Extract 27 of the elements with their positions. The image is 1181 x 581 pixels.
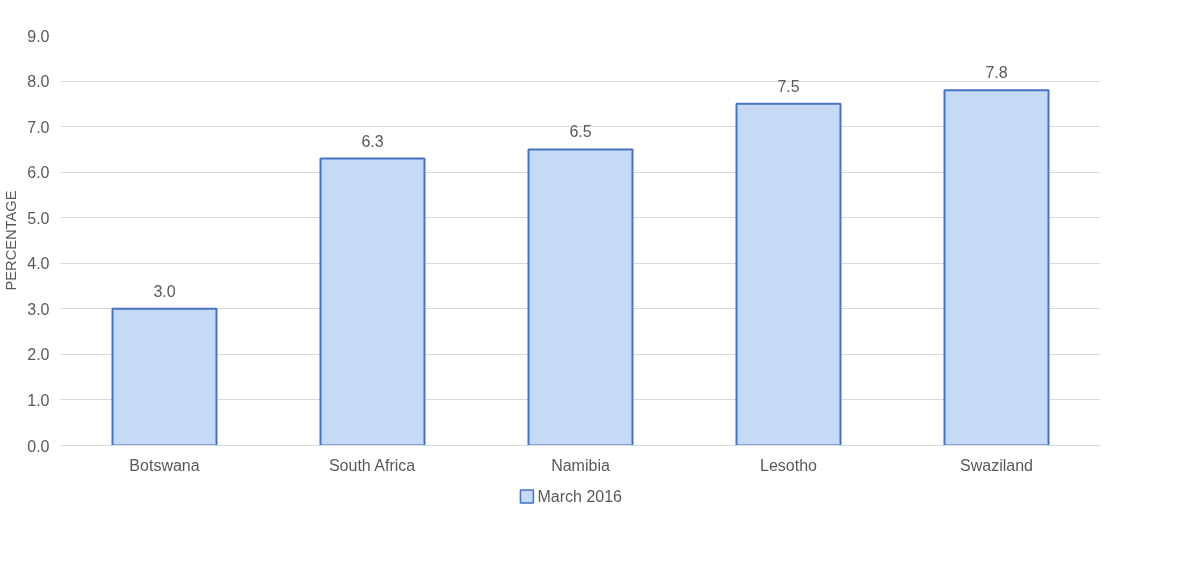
y-tick-label: 3.0 bbox=[27, 300, 50, 318]
x-tick-label: Swaziland bbox=[960, 456, 1033, 474]
x-tick-label: South Africa bbox=[328, 456, 416, 474]
bar bbox=[943, 89, 1050, 446]
data-label: 6.5 bbox=[569, 123, 592, 141]
x-tick-label: Botswana bbox=[129, 456, 200, 474]
bar bbox=[735, 102, 842, 446]
y-tick-label: 4.0 bbox=[27, 255, 50, 273]
bar bbox=[319, 157, 426, 446]
y-tick-label: 7.0 bbox=[27, 118, 50, 136]
bar bbox=[527, 148, 634, 446]
x-tick-label: Lesotho bbox=[760, 456, 818, 474]
y-tick-label: 8.0 bbox=[27, 73, 50, 91]
y-tick-label: 1.0 bbox=[27, 391, 50, 409]
bar bbox=[111, 307, 218, 446]
data-label: 7.8 bbox=[985, 64, 1008, 82]
x-tick-label: Namibia bbox=[551, 456, 610, 474]
legend-label: March 2016 bbox=[537, 488, 623, 505]
y-tick-label: 2.0 bbox=[27, 346, 50, 364]
y-tick-label: 9.0 bbox=[27, 27, 50, 45]
y-axis-title: PERCENTAGE bbox=[3, 190, 20, 291]
data-label: 3.0 bbox=[153, 282, 176, 300]
data-label: 7.5 bbox=[777, 77, 800, 95]
y-tick-label: 6.0 bbox=[27, 164, 50, 182]
data-label: 6.3 bbox=[361, 132, 384, 150]
y-tick-label: 5.0 bbox=[27, 209, 50, 227]
y-tick-label: 0.0 bbox=[27, 437, 50, 455]
